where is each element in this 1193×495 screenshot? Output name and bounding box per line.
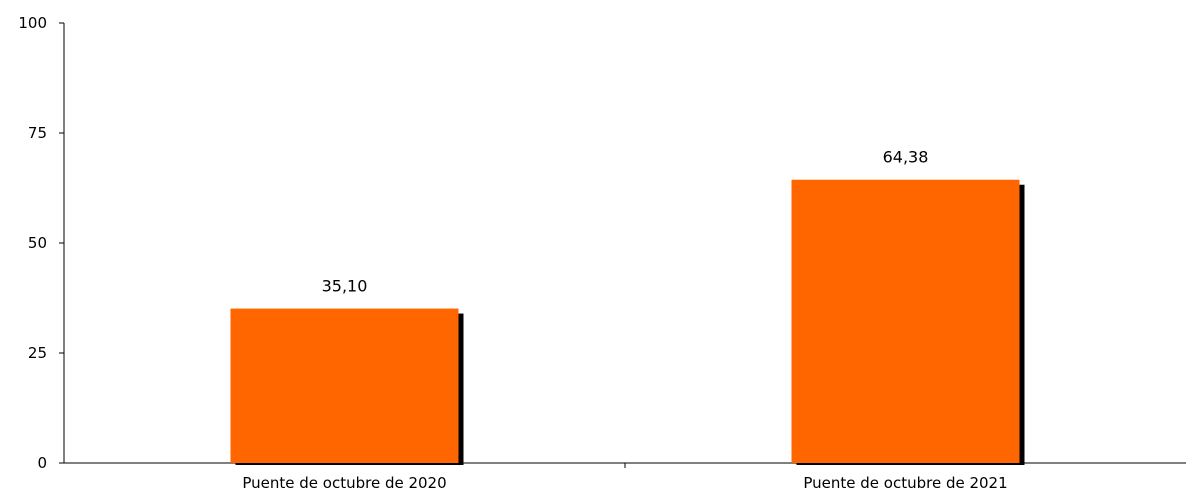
- bar: [791, 179, 1020, 463]
- x-category-label: Puente de octubre de 2020: [242, 474, 446, 492]
- y-tick-label: 50: [28, 234, 47, 252]
- labels: 0 25 50 75 100 35,10 Puente de octubre de 2020…: [18, 14, 1007, 492]
- y-tick-label: 75: [28, 124, 47, 142]
- data-label: 35,10: [322, 277, 368, 296]
- bars: [230, 179, 1025, 465]
- y-tick-label: 0: [37, 454, 47, 472]
- y-tick-label: 25: [28, 344, 47, 362]
- x-category-label: Puente de octubre de 2021: [803, 474, 1007, 492]
- data-label: 64,38: [883, 148, 929, 167]
- bar: [230, 308, 459, 463]
- y-tick-label: 100: [18, 14, 47, 32]
